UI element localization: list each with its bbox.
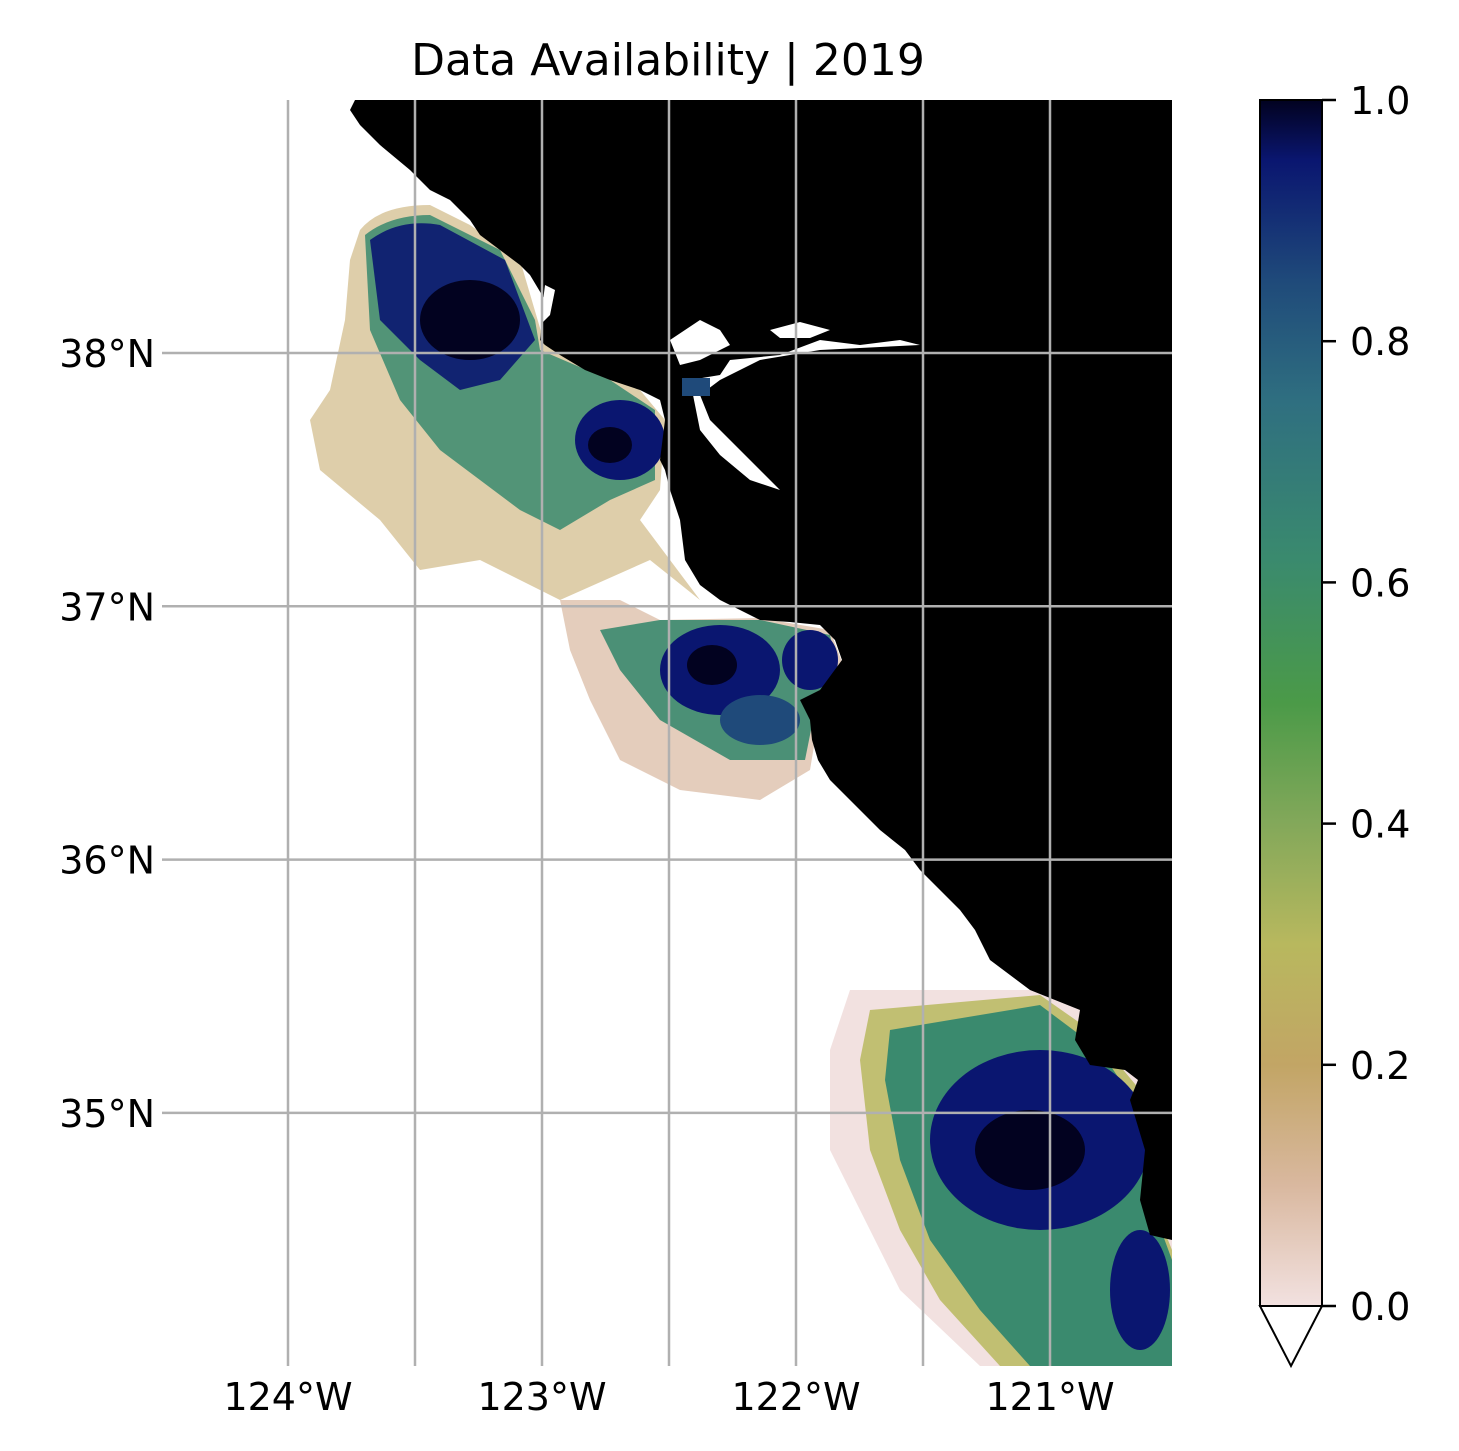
- lat-tick-label: 37°N: [59, 585, 155, 629]
- coverage-north: [310, 205, 700, 600]
- coverage-central: [560, 600, 845, 800]
- colorbar-tick-label: 0.0: [1350, 1285, 1410, 1329]
- colorbar-tick-label: 0.6: [1350, 561, 1410, 605]
- lon-tick-label: 123°W: [477, 1375, 606, 1419]
- colorbar-ticks: 1.0 0.8 0.6 0.4 0.2 0.0: [1322, 79, 1410, 1329]
- land-mask: [350, 100, 1172, 1240]
- colorbar-tick-label: 0.2: [1350, 1044, 1410, 1088]
- map-panel: [310, 100, 1172, 1366]
- latitude-labels: 38°N 37°N 36°N 35°N: [59, 332, 155, 1136]
- lat-tick-label: 35°N: [59, 1092, 155, 1136]
- lon-tick-label: 122°W: [731, 1375, 860, 1419]
- colorbar-extend-min: [1258, 1305, 1324, 1369]
- gridlines: [162, 100, 1172, 1366]
- lat-tick-label: 36°N: [59, 839, 155, 883]
- colorbar-tick-label: 0.8: [1350, 320, 1410, 364]
- longitude-labels: 124°W 123°W 122°W 121°W: [223, 1375, 1114, 1419]
- colorbar: 1.0 0.8 0.6 0.4 0.2 0.0: [1258, 79, 1410, 1369]
- map-title: Data Availability | 2019: [411, 35, 925, 86]
- colorbar-tick-label: 0.4: [1350, 803, 1410, 847]
- colorbar-tick-label: 1.0: [1350, 79, 1410, 123]
- lat-tick-label: 38°N: [59, 332, 155, 376]
- golden-gate-highlight: [682, 378, 710, 396]
- colorbar-bar: [1259, 99, 1323, 1307]
- lon-tick-label: 121°W: [985, 1375, 1114, 1419]
- coverage-south: [830, 990, 1172, 1366]
- lon-tick-label: 124°W: [223, 1375, 352, 1419]
